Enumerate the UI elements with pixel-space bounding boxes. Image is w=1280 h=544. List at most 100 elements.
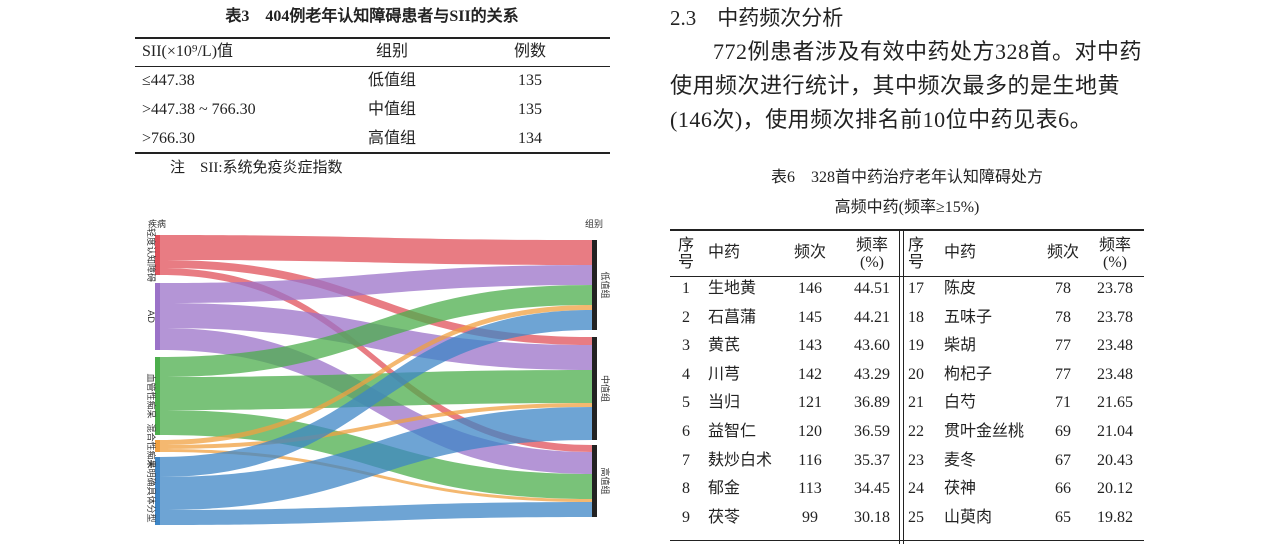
table-header: 频次 [793, 244, 827, 261]
table-cell: 135 [518, 72, 542, 89]
node-label: 血管性痴呆 [145, 373, 157, 418]
table-cell: 69 [1055, 423, 1071, 440]
table-title: 表6 328首中药治疗老年认知障碍处方 [770, 169, 1044, 186]
table-cell: 113 [798, 480, 822, 498]
sankey-flow [160, 285, 592, 377]
table-cell: 生地黄 [708, 280, 757, 297]
table-cell: 25 [908, 508, 924, 526]
table-cell: 茯神 [944, 480, 977, 498]
sankey-flow [160, 260, 592, 345]
table-cell: 17 [908, 280, 924, 297]
table-cell: 石菖蒲 [708, 308, 757, 326]
table-title: 高频中药(频率≥15%) [834, 199, 980, 216]
table-cell: 23.78 [1097, 280, 1133, 297]
sankey-flow [160, 403, 592, 449]
table-note: 注 SII:系统免疫炎症指数 [170, 160, 343, 176]
table-cell: 44.21 [854, 308, 890, 326]
table-header: 中药 [708, 244, 741, 261]
table-cell: 36.59 [854, 423, 890, 440]
table-cell: 36.89 [854, 394, 890, 412]
table-header: 序号 [908, 237, 925, 271]
table-cell: 67 [1055, 451, 1071, 469]
table-cell: 23.78 [1097, 308, 1133, 326]
table-cell: >447.38 ~ 766.30 [142, 101, 256, 118]
table-cell: 柴胡 [944, 337, 977, 355]
sankey-flow [160, 310, 592, 477]
table-cell: 34.45 [854, 480, 890, 498]
table-cell: 21 [908, 394, 924, 412]
table-cell: 高值组 [367, 130, 417, 147]
table-cell: 23.48 [1097, 365, 1133, 383]
table-cell: 麸炒白术 [708, 451, 773, 469]
table-header: 例数 [513, 43, 547, 60]
table-header: 频率(%) [1098, 237, 1131, 271]
table-header: 组别 [375, 43, 409, 60]
table-cell: 山萸肉 [944, 508, 993, 526]
sankey-node [592, 337, 597, 440]
table-cell: 五味子 [944, 308, 993, 326]
sankey-flow [160, 265, 592, 303]
paragraph-line: 772例患者涉及有效中药处方328首。对中药 [713, 39, 1143, 64]
table-cell: 8 [682, 480, 690, 498]
table-cell: 7 [682, 451, 690, 469]
table-cell: 43.29 [854, 365, 890, 383]
table-cell: >766.30 [142, 130, 196, 147]
node-label: 轻度认知障碍 [145, 228, 157, 282]
paragraph-line: (146次)，使用频次排名前10位中药见表6。 [670, 107, 1093, 132]
table-cell: 20.43 [1097, 451, 1133, 469]
table-cell: 白芍 [944, 394, 977, 412]
table-cell: 116 [798, 451, 822, 469]
table-cell: 24 [908, 480, 924, 498]
table-cell: 2 [682, 308, 690, 326]
table-cell: 当归 [708, 394, 741, 412]
axis-title: 组别 [585, 218, 603, 230]
table-cell: 121 [798, 394, 822, 412]
table-cell: 9 [682, 508, 690, 526]
table-cell: 78 [1055, 280, 1071, 297]
table-header: 中药 [944, 244, 977, 261]
table-cell: 120 [798, 423, 822, 440]
table-cell: ≤447.38 [142, 72, 195, 89]
table-cell: 枸杞子 [944, 365, 993, 383]
paragraph-line: 使用频次进行统计，其中频次最多的是生地黄 [670, 73, 1121, 98]
sankey-flow [160, 449, 592, 502]
sankey-flow [160, 268, 592, 452]
table-cell: 77 [1055, 365, 1071, 383]
table-cell: 19 [908, 337, 924, 355]
table-rule [135, 66, 610, 67]
node-label: 高值组 [599, 467, 610, 494]
table-cell: 黄芪 [708, 337, 741, 355]
table-cell: 中值组 [367, 101, 417, 118]
table-cell: 4 [682, 365, 690, 383]
node-label: AD [145, 310, 155, 323]
table-header: 序号 [678, 237, 695, 271]
table-cell: 茯苓 [708, 508, 741, 526]
table-title: 表3 404例老年认知障碍患者与SII的关系 [225, 8, 519, 25]
table-cell: 134 [518, 130, 542, 147]
sankey-node [155, 235, 160, 275]
table-cell: 142 [798, 365, 822, 383]
sankey-node [155, 457, 160, 525]
table-cell: 66 [1055, 480, 1071, 498]
table-rule [135, 37, 610, 39]
table-cell: 22 [908, 423, 924, 440]
table-rule [903, 229, 904, 544]
table-cell: 低值组 [367, 72, 417, 89]
sankey-flow [160, 305, 592, 445]
table-cell: 43.60 [854, 337, 890, 355]
node-label: 混合性痴呆 [145, 423, 157, 468]
node-label: 中值组 [599, 375, 610, 402]
table-cell: 6 [682, 423, 690, 440]
sankey-flow [160, 502, 592, 525]
sankey-node [592, 240, 597, 330]
table-header: 频次 [1046, 244, 1080, 261]
sankey-node [592, 445, 597, 517]
table-cell: 1 [682, 280, 690, 297]
table-cell: 23.48 [1097, 337, 1133, 355]
table-cell: 川芎 [708, 365, 741, 383]
table-cell: 145 [798, 308, 822, 326]
table-cell: 71 [1055, 394, 1071, 412]
table-cell: 99 [802, 508, 818, 526]
